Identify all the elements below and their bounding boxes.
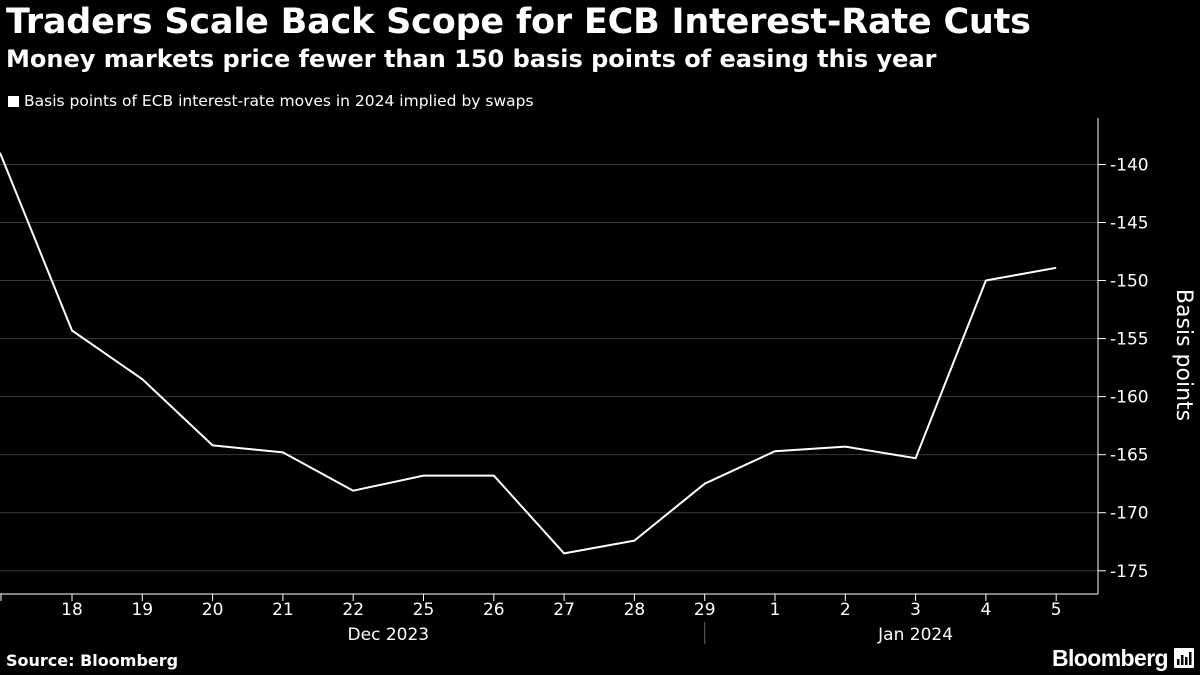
x-tick-label: 3 — [910, 600, 921, 620]
x-tick-label: 18 — [61, 600, 83, 620]
x-tick-label: 5 — [1051, 600, 1062, 620]
x-tick-label: 29 — [694, 600, 716, 620]
y-tick-label: -145 — [1110, 213, 1149, 233]
x-tick-label: 22 — [342, 600, 364, 620]
y-tick-label: -140 — [1110, 155, 1149, 175]
x-tick-label: 27 — [553, 600, 575, 620]
series-line — [0, 152, 1057, 555]
x-tick-label: 19 — [131, 600, 153, 620]
legend-swatch — [8, 95, 19, 107]
x-tick-label: 4 — [980, 600, 991, 620]
x-group-label: Jan 2024 — [877, 625, 953, 645]
y-axis-title: Basis points — [1171, 289, 1196, 421]
x-tick-label: 28 — [624, 600, 646, 620]
legend-label: Basis points of ECB interest-rate moves … — [24, 92, 534, 110]
x-tick-label: 21 — [272, 600, 294, 620]
x-tick-label: 2 — [840, 600, 851, 620]
x-tick-label: 20 — [202, 600, 224, 620]
y-tick-label: -160 — [1110, 388, 1149, 408]
y-tick-label: -155 — [1110, 330, 1149, 350]
chart-title: Traders Scale Back Scope for ECB Interes… — [6, 2, 1031, 42]
x-group-label: Dec 2023 — [348, 625, 430, 645]
y-tick-label: -165 — [1110, 446, 1149, 466]
y-tick-label: -170 — [1110, 504, 1149, 524]
bloomberg-logo: Bloomberg — [1052, 645, 1169, 671]
x-tick-label: 26 — [483, 600, 505, 620]
x-tick-label: 1 — [770, 600, 781, 620]
legend: Basis points of ECB interest-rate moves … — [8, 92, 534, 110]
chart-icon — [1174, 648, 1194, 668]
y-tick-label: -175 — [1110, 562, 1149, 582]
x-tick-label: 25 — [413, 600, 435, 620]
y-tick-label: -150 — [1110, 272, 1149, 292]
chart-subtitle: Money markets price fewer than 150 basis… — [6, 45, 937, 73]
source-note: Source: Bloomberg — [6, 651, 179, 670]
